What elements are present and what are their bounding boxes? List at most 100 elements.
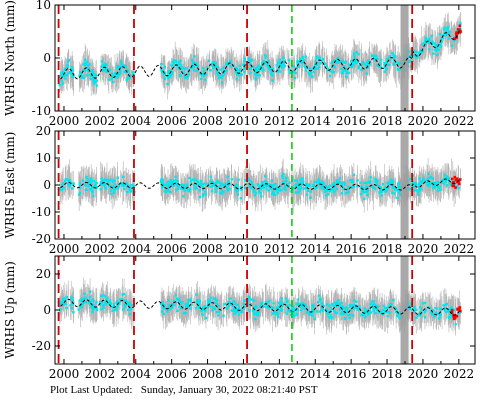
filtered-point bbox=[119, 60, 123, 63]
filtered-point bbox=[445, 184, 449, 187]
filtered-point bbox=[84, 61, 88, 65]
x-tick-label: 2022 bbox=[444, 242, 475, 256]
filtered-point bbox=[277, 68, 280, 71]
filtered-point bbox=[92, 78, 96, 82]
filtered-point bbox=[229, 61, 232, 64]
filtered-point bbox=[196, 180, 199, 183]
filtered-point bbox=[258, 67, 261, 71]
filtered-point bbox=[125, 78, 128, 82]
filtered-point bbox=[191, 178, 195, 181]
filtered-point bbox=[342, 65, 346, 68]
filtered-point bbox=[183, 186, 186, 190]
outlier-point bbox=[458, 24, 462, 28]
filtered-point bbox=[426, 183, 429, 187]
filtered-point bbox=[185, 67, 188, 70]
filtered-point bbox=[393, 188, 397, 191]
filtered-point bbox=[195, 69, 199, 72]
filtered-point bbox=[121, 182, 125, 185]
filtered-point bbox=[226, 189, 229, 192]
filtered-point bbox=[436, 53, 439, 57]
x-tick-label: 2020 bbox=[408, 242, 439, 256]
filtered-point bbox=[263, 61, 267, 64]
filtered-point bbox=[433, 185, 436, 188]
filtered-point bbox=[169, 180, 172, 184]
filtered-point bbox=[269, 72, 273, 76]
filtered-point bbox=[100, 180, 104, 184]
filtered-point bbox=[229, 59, 232, 63]
filtered-point bbox=[119, 65, 122, 68]
filtered-point bbox=[220, 182, 224, 186]
filtered-point bbox=[351, 179, 354, 182]
filtered-point bbox=[89, 179, 93, 182]
filtered-point bbox=[71, 69, 75, 72]
filtered-point bbox=[164, 190, 167, 194]
filtered-point bbox=[185, 185, 188, 188]
filtered-point bbox=[274, 182, 277, 186]
filtered-point bbox=[411, 181, 415, 185]
filtered-point bbox=[122, 175, 125, 179]
filtered-point bbox=[412, 185, 416, 189]
filtered-point bbox=[274, 186, 277, 189]
filtered-point bbox=[115, 66, 119, 70]
filtered-point bbox=[326, 68, 330, 71]
x-tick-label: 2000 bbox=[49, 114, 80, 128]
filtered-point bbox=[124, 65, 127, 68]
filtered-point bbox=[249, 71, 253, 75]
filtered-point bbox=[390, 179, 394, 182]
filtered-point bbox=[237, 68, 241, 72]
filtered-point bbox=[128, 186, 132, 190]
filtered-point bbox=[166, 82, 169, 86]
filtered-point bbox=[429, 40, 432, 43]
filtered-point bbox=[129, 184, 132, 187]
filtered-point bbox=[340, 182, 343, 186]
filtered-point bbox=[431, 40, 434, 43]
outlier-point bbox=[450, 177, 454, 181]
filtered-point bbox=[91, 70, 94, 73]
filtered-point bbox=[421, 50, 424, 53]
filtered-point bbox=[83, 63, 87, 67]
filtered-point bbox=[93, 77, 96, 80]
filtered-point bbox=[172, 184, 175, 187]
filtered-point bbox=[313, 180, 317, 183]
filtered-point bbox=[256, 183, 260, 186]
filtered-point bbox=[163, 65, 167, 69]
filtered-point bbox=[408, 177, 412, 181]
filtered-point bbox=[309, 196, 312, 199]
y-axis-title: WRHS East (mm) bbox=[3, 132, 17, 239]
filtered-point bbox=[309, 73, 312, 77]
filtered-point bbox=[321, 57, 325, 61]
filtered-point bbox=[385, 62, 389, 66]
filtered-point bbox=[79, 186, 82, 189]
filtered-point bbox=[123, 70, 126, 73]
filtered-point bbox=[254, 72, 257, 75]
filtered-point bbox=[270, 187, 273, 191]
filtered-point bbox=[313, 186, 316, 189]
filtered-point bbox=[427, 184, 431, 187]
filtered-point bbox=[166, 181, 170, 184]
filtered-point bbox=[338, 60, 342, 64]
filtered-point bbox=[111, 72, 114, 75]
filtered-point bbox=[420, 179, 423, 183]
filtered-point bbox=[424, 43, 427, 47]
x-tick-label: 2006 bbox=[156, 242, 187, 256]
filtered-point bbox=[392, 186, 396, 190]
filtered-point bbox=[238, 64, 241, 68]
filtered-point bbox=[131, 189, 134, 193]
filtered-point bbox=[195, 187, 198, 190]
filtered-point bbox=[298, 189, 302, 192]
filtered-point bbox=[222, 66, 225, 69]
filtered-point bbox=[333, 189, 337, 192]
filtered-point bbox=[275, 64, 278, 67]
filtered-point bbox=[385, 61, 389, 64]
filtered-point bbox=[94, 74, 98, 77]
filtered-point bbox=[351, 180, 355, 183]
filtered-point bbox=[298, 59, 301, 63]
filtered-point bbox=[90, 177, 93, 180]
filtered-point bbox=[419, 187, 423, 191]
filtered-point bbox=[58, 84, 61, 87]
filtered-point bbox=[370, 185, 374, 188]
filtered-point bbox=[201, 186, 204, 189]
filtered-point bbox=[59, 75, 62, 78]
filtered-point bbox=[91, 179, 94, 183]
filtered-point bbox=[322, 186, 326, 189]
